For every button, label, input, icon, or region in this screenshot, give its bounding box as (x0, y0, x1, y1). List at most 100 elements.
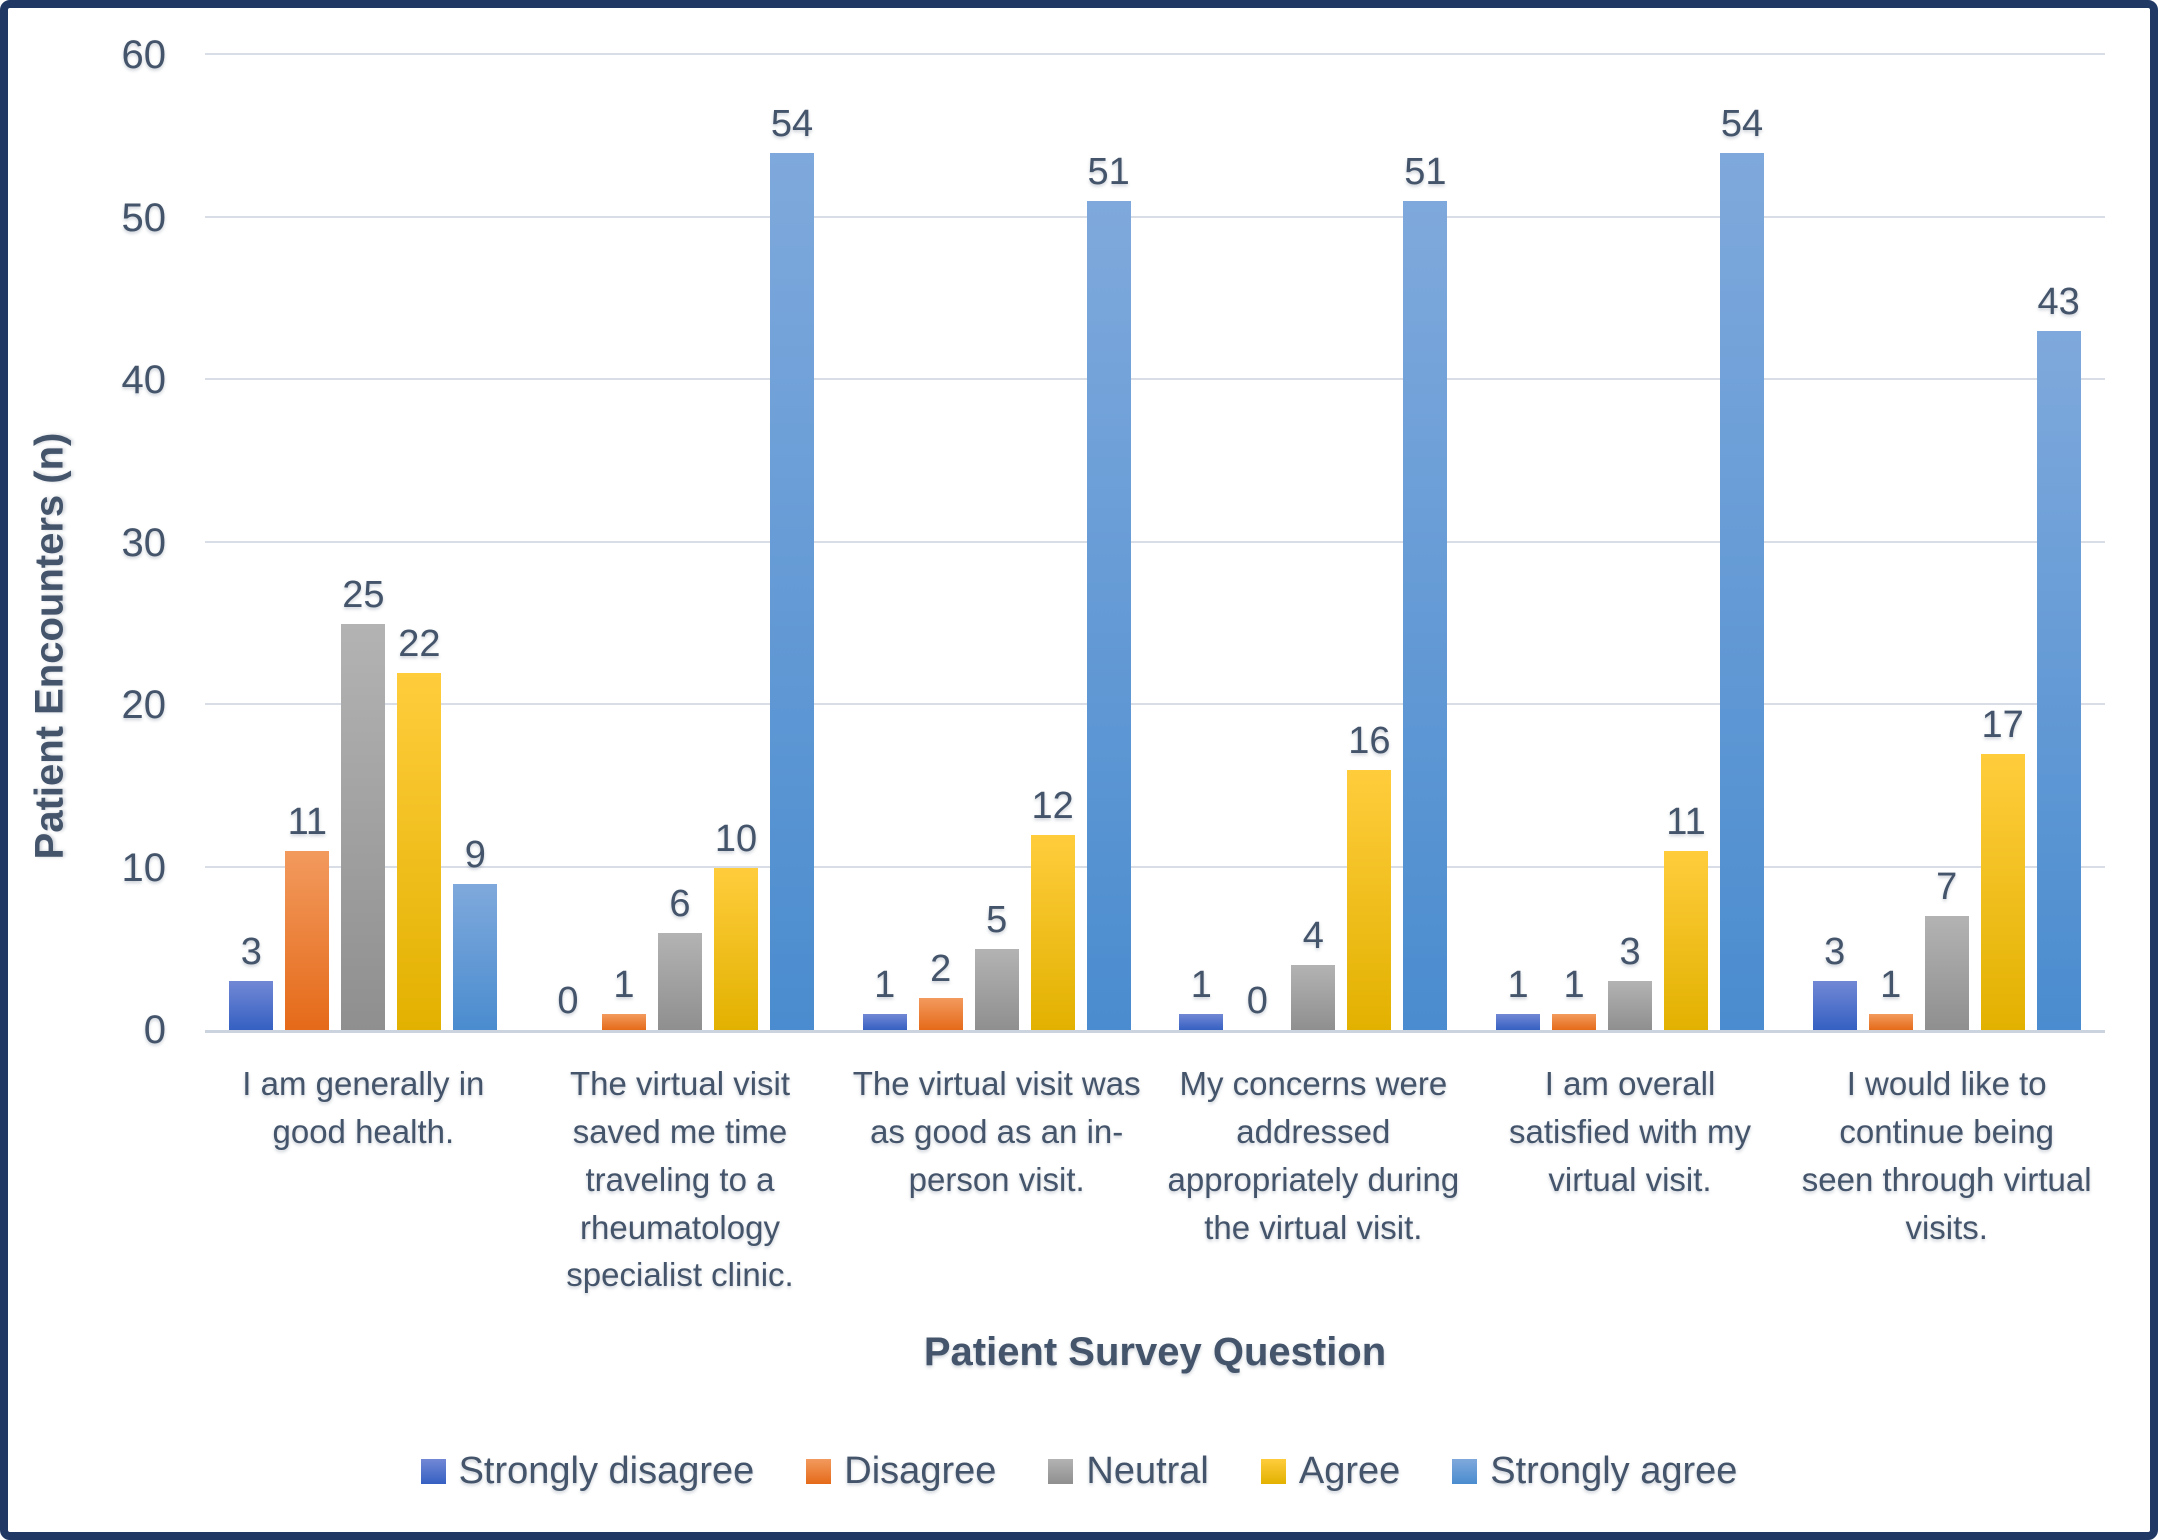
bar-disagree: 1 (1552, 966, 1597, 1030)
bar-value-label: 1 (1190, 963, 1212, 1006)
bar-value-label: 54 (770, 102, 814, 145)
gridline-20 (205, 703, 2105, 706)
x-axis-title: Patient Survey Question (923, 1330, 1387, 1374)
bar-agree: 17 (1980, 706, 2025, 1030)
bar-groups: 3 11 25 22 9 0 1 6 10 54 1 2 5 12 51 1 0 4 16 51 1 1 3 11 54 3 1 7 1… (205, 55, 2105, 1030)
bar-value-label: 10 (714, 817, 758, 860)
bar-value-label: 4 (1302, 915, 1324, 957)
bar-neutral: 25 (341, 576, 386, 1030)
y-tick-label: 50 (121, 195, 167, 240)
bar-value-label: 1 (874, 963, 896, 1006)
legend-label: Neutral (1086, 1450, 1209, 1492)
x-category-label: My concerns were addressed appropriately… (1167, 1065, 1460, 1246)
y-tick-label: 40 (121, 358, 167, 402)
bar-value-label: 1 (613, 963, 635, 1006)
bar-agree: 16 (1347, 722, 1392, 1030)
bar-value-label: 5 (986, 898, 1008, 941)
bar-neutral: 7 (1924, 868, 1969, 1030)
bar-value-label: 0 (557, 980, 579, 1022)
bar-value-label: 1 (1563, 963, 1585, 1006)
bar-disagree: 1 (602, 966, 646, 1030)
y-tick-label: 60 (121, 33, 167, 77)
bar-disagree: 11 (285, 803, 330, 1030)
x-axis-category-labels: I am generally in good health. The virtua… (205, 1060, 2105, 1299)
bar-neutral: 3 (1608, 933, 1653, 1030)
bar-strongly-disagree: 1 (1496, 966, 1541, 1030)
bar-disagree: 2 (918, 950, 963, 1030)
bar-value-label: 0 (1246, 980, 1268, 1022)
bar-value-label: 3 (240, 931, 262, 974)
gridline-30 (205, 540, 2105, 543)
bar-neutral: 4 (1291, 917, 1336, 1030)
bar-value-label: 51 (1404, 151, 1447, 194)
bar-value-label: 12 (1031, 785, 1074, 827)
bar-value-label: 3 (1619, 931, 1641, 974)
legend-swatch-agree (1260, 1458, 1286, 1484)
gridline-40 (205, 378, 2105, 381)
bar-strongly-disagree: 3 (1812, 933, 1857, 1030)
bar-strongly-disagree: 1 (1179, 966, 1224, 1030)
x-category-label: I am overall satisfied with my virtual v… (1508, 1065, 1752, 1198)
legend-item-agree: Agree (1260, 1450, 1401, 1492)
bar-value-label: 3 (1824, 931, 1846, 974)
bar-group: 3 11 25 22 9 (205, 55, 522, 1030)
legend-label: Strongly disagree (458, 1450, 755, 1492)
x-category-label: The virtual visit was as good as an in-p… (852, 1065, 1141, 1198)
bar-strongly-disagree: 3 (229, 933, 274, 1030)
bar-value-label: 11 (287, 801, 328, 844)
y-tick-label: 20 (121, 683, 167, 727)
legend-label: Strongly agree (1490, 1450, 1738, 1492)
bar-value-label: 25 (342, 573, 385, 616)
bar-strongly-agree: 51 (1086, 153, 1131, 1030)
legend-label: Agree (1298, 1450, 1401, 1492)
legend-label: Disagree (844, 1450, 997, 1492)
x-category-label: I am generally in good health. (242, 1065, 485, 1150)
legend-item-strongly-agree: Strongly agree (1452, 1452, 1737, 1490)
bar-neutral: 6 (658, 885, 702, 1030)
bar-agree: 11 (1664, 803, 1709, 1030)
gridline-10 (205, 865, 2105, 868)
bar-group: 1 0 4 16 51 (1155, 55, 1472, 1030)
bar-value-label: 1 (1507, 963, 1529, 1006)
legend-swatch-strongly-disagree (420, 1458, 446, 1484)
bar-group: 0 1 6 10 54 (522, 55, 839, 1030)
bar-value-label: 11 (1666, 801, 1706, 844)
bar-group: 1 1 3 11 54 (1472, 55, 1789, 1030)
y-tick-label: 30 (121, 520, 167, 565)
bar-value-label: 22 (398, 622, 441, 665)
y-tick-label: 0 (143, 1008, 166, 1052)
legend-item-neutral: Neutral (1048, 1452, 1209, 1490)
bar-neutral: 5 (974, 901, 1019, 1030)
y-axis-tick-labels: 0 10 20 30 40 50 60 (8, 33, 167, 1052)
plot-area: 3 11 25 22 9 0 1 6 10 54 1 2 5 12 51 1 0 4 16 51 1 1 3 11 54 3 1 7 1… (205, 53, 2105, 1033)
bar-value-label: 1 (1880, 963, 1902, 1006)
bar-value-label: 16 (1348, 720, 1391, 762)
bar-agree: 22 (397, 625, 442, 1030)
bar-value-label: 6 (669, 882, 691, 925)
legend: Strongly disagree Disagree Neutral Agree Str… (8, 1452, 2150, 1490)
bar-strongly-agree: 9 (453, 836, 498, 1030)
legend-swatch-strongly-agree (1452, 1458, 1478, 1484)
bar-group: 1 2 5 12 51 (838, 55, 1155, 1030)
bar-value-label: 7 (1936, 866, 1958, 909)
bar-strongly-disagree: 1 (862, 966, 907, 1030)
legend-item-disagree: Disagree (806, 1452, 996, 1490)
bar-value-label: 54 (1720, 102, 1764, 145)
bar-value-label: 17 (1981, 703, 2024, 746)
bar-strongly-agree: 43 (2036, 283, 2081, 1030)
x-category-label: The virtual visit saved me time travelin… (566, 1065, 794, 1294)
bar-value-label: 9 (464, 833, 486, 876)
bar-group: 3 1 7 17 43 (1788, 55, 2105, 1030)
bar-strongly-agree: 54 (770, 105, 814, 1030)
bar-agree: 10 (714, 820, 758, 1030)
gridline-60 (205, 53, 2105, 55)
bar-agree: 12 (1030, 787, 1075, 1030)
bar-value-label: 43 (2037, 281, 2080, 324)
bar-value-label: 2 (930, 947, 952, 990)
legend-item-strongly-disagree: Strongly disagree (420, 1450, 755, 1492)
bar-disagree: 1 (1868, 966, 1913, 1030)
x-category-label: I would like to continue being seen thro… (1801, 1065, 2092, 1246)
bar-value-label: 51 (1087, 151, 1130, 194)
legend-swatch-neutral (1048, 1458, 1074, 1484)
